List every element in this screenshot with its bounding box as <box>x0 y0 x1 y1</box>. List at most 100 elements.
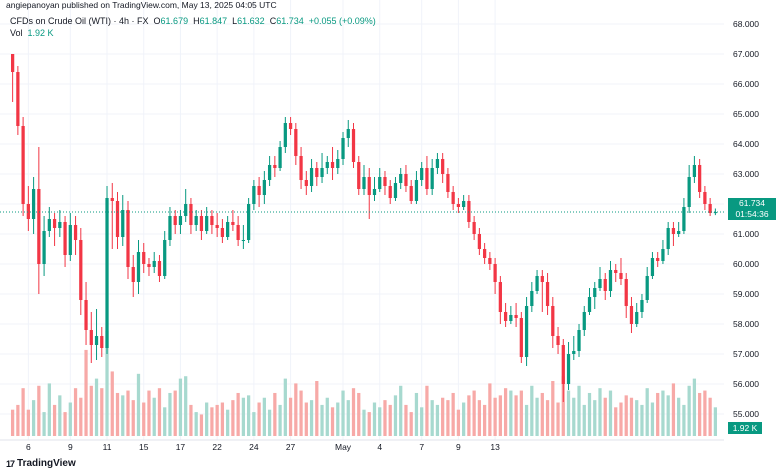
candle-body <box>42 231 46 264</box>
symbol-title[interactable]: CFDs on Crude Oil (WTI) · 4h · FX <box>10 16 149 26</box>
volume-legend[interactable]: Vol 1.92 K <box>10 28 54 38</box>
candle-body <box>157 261 162 276</box>
volume-bar <box>315 381 319 436</box>
candles <box>10 54 718 402</box>
candle-body <box>121 210 125 237</box>
volume-bar <box>267 409 272 436</box>
volume-bar <box>278 404 282 436</box>
candle-body <box>299 156 303 180</box>
volume-bar <box>241 397 246 436</box>
candle-body <box>677 231 681 234</box>
volume-bar <box>687 385 691 436</box>
time-tick-label: 9 <box>68 442 73 452</box>
candle-body <box>441 159 445 174</box>
volume-bar <box>325 397 329 436</box>
time-tick-label: May <box>335 442 352 452</box>
candle-body <box>556 336 560 345</box>
time-tick-label: 22 <box>212 442 222 452</box>
candle-body <box>79 240 83 300</box>
volume-bar <box>73 388 78 436</box>
volume-bar <box>477 400 482 436</box>
ohlc-legend[interactable]: CFDs on Crude Oil (WTI) · 4h · FX O61.67… <box>10 16 376 26</box>
candle-body <box>608 270 613 291</box>
volume-bar <box>462 402 466 436</box>
volume-bar <box>163 407 167 436</box>
grid-lines <box>0 0 724 440</box>
tradingview-logo[interactable]: 17 TradingView <box>6 458 76 469</box>
candle-body <box>587 297 592 312</box>
candle-body <box>142 252 146 264</box>
volume-bar <box>173 390 177 436</box>
volume-bar <box>409 412 413 436</box>
candle-body <box>661 249 665 261</box>
candle-body <box>713 212 718 214</box>
volume-bar <box>205 402 209 436</box>
candle-body <box>10 54 15 72</box>
candle-body <box>393 183 398 198</box>
candle-body <box>635 312 639 324</box>
volume-bar <box>682 404 686 436</box>
candle-body <box>656 258 660 261</box>
volume-bar <box>372 402 377 436</box>
volume-bar <box>551 381 555 436</box>
candle-body <box>341 138 345 159</box>
volume-bar <box>666 395 670 436</box>
volume-bar <box>21 388 25 436</box>
candle-body <box>168 216 172 240</box>
low-label: L <box>232 16 238 26</box>
candle-body <box>226 222 230 237</box>
candle-body <box>37 189 41 264</box>
volume-tag: 1.92 K <box>728 422 762 434</box>
volume-bar <box>692 378 697 436</box>
candle-body <box>582 312 586 330</box>
volume-bar <box>456 409 461 436</box>
volume-bar <box>226 409 230 436</box>
volume-bar <box>698 392 702 436</box>
candle-body <box>330 162 335 168</box>
candle-body <box>267 165 272 180</box>
volume-bar <box>309 400 314 436</box>
volume-bar <box>577 385 581 436</box>
volume-bar <box>572 397 576 436</box>
volume-bar <box>629 397 634 436</box>
volume-bar <box>640 404 644 436</box>
volume-bar <box>194 412 198 436</box>
volume-bar <box>94 378 99 436</box>
volume-bar <box>273 392 277 436</box>
candle-body <box>210 216 214 225</box>
candle-body <box>325 162 329 168</box>
volume-bar <box>713 407 718 436</box>
candle-body <box>246 204 251 240</box>
volume-bar <box>357 392 361 436</box>
candle-body <box>89 330 93 345</box>
candle-body <box>703 192 707 204</box>
volume-bar <box>430 400 434 436</box>
time-axis[interactable]: 6 9 11 15 17 22 24 27 May 4 7 9 13 <box>0 439 724 452</box>
last-price-value: 61.734 <box>739 198 765 208</box>
price-axis[interactable]: 68.00067.00066.00065.00064.00063.00062.0… <box>733 19 759 419</box>
high-label: H <box>193 16 200 26</box>
candle-body <box>404 174 408 186</box>
volume-bar <box>404 404 408 436</box>
candle-body <box>220 228 225 237</box>
price-tick-label: 65.000 <box>733 109 759 119</box>
volume-bar <box>121 395 125 436</box>
candle-body <box>519 318 523 357</box>
volume-bar <box>561 376 565 436</box>
candle-body <box>551 306 555 336</box>
volume-bar <box>142 402 146 436</box>
candle-body <box>131 267 135 282</box>
volume-bar <box>509 390 513 436</box>
price-tick-label: 64.000 <box>733 139 759 149</box>
volume-bar <box>378 407 382 436</box>
volume-bar <box>441 397 445 436</box>
candle-body <box>488 258 492 264</box>
time-tick-label: 4 <box>377 442 382 452</box>
candle-body <box>545 282 550 306</box>
open-label: O <box>153 16 161 26</box>
candle-body <box>31 189 36 219</box>
volume-bar <box>425 385 429 436</box>
candle-body <box>215 225 219 228</box>
candle-body <box>26 204 30 219</box>
